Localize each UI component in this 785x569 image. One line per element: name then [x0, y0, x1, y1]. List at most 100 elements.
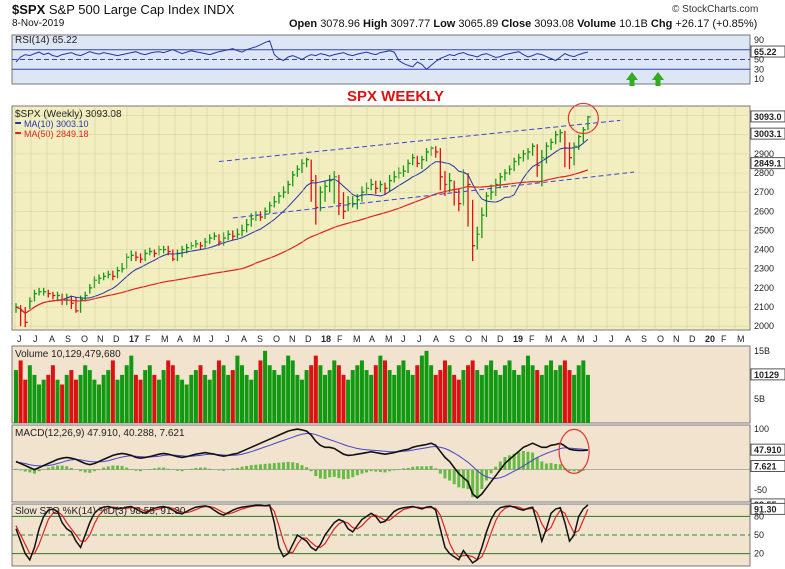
price-tick-label: 2000 [754, 321, 774, 331]
rsi-tick-label: 10 [754, 74, 764, 84]
sto-tick-label: 20 [754, 549, 764, 559]
sto-last-value-box [750, 502, 785, 515]
volume-bar [156, 379, 161, 423]
macd-histogram-bar [222, 469, 226, 471]
price-tick-label: 3003.1 [754, 129, 782, 139]
chart-title: $SPX S&P 500 Large Cap Index INDX [12, 2, 234, 17]
macd-histogram-bar [328, 469, 332, 478]
volume-bar [581, 360, 586, 423]
x-tick-label: O [81, 334, 88, 344]
volume-bar [475, 370, 480, 423]
volume-bar [332, 360, 337, 423]
macd-histogram-bar [411, 466, 415, 470]
volume-bar [373, 365, 378, 423]
volume-bar [244, 374, 249, 423]
volume-bar [415, 365, 420, 423]
volume-bar [258, 360, 263, 423]
x-tick-label: M [577, 334, 585, 344]
ma10-line [15, 138, 589, 315]
x-tick-label: J [225, 334, 230, 344]
close-value: 3093.08 [534, 18, 575, 30]
macd-histogram-bar [199, 467, 202, 470]
price-tick-label: 2400 [754, 245, 774, 255]
volume-bar [452, 374, 457, 423]
volume-bar [585, 374, 590, 423]
macd-histogram-bar [531, 452, 535, 470]
sto-tick-label: 50 [754, 530, 764, 540]
macd-histogram-bar [152, 468, 156, 470]
macd-histogram-bar [102, 467, 106, 470]
macd-histogram-bar [19, 469, 23, 471]
channel-trendline-lower [232, 171, 635, 219]
volume-bar [129, 355, 134, 423]
open-label: Open [289, 18, 318, 30]
x-tick-label: J [417, 334, 422, 344]
volume-bar [73, 379, 78, 423]
volume-bar [78, 374, 83, 423]
macd-histogram-bar [388, 469, 392, 472]
x-tick-label: S [65, 334, 71, 344]
x-tick-label: A [177, 334, 183, 344]
x-tick-label: S [641, 334, 647, 344]
volume-bar [212, 370, 217, 423]
volume-bar [226, 374, 231, 423]
macd-histogram-bar [360, 469, 364, 474]
volume-bar [512, 370, 517, 423]
macd-histogram-bar [305, 467, 309, 470]
price-tick-label: 3093.0 [754, 112, 782, 122]
x-tick-label: F [145, 334, 151, 344]
volume-bar [276, 374, 281, 423]
x-tick-label: N [97, 334, 104, 344]
volume-bar [133, 374, 138, 423]
macd-histogram-bar [272, 463, 276, 470]
volume-bar [461, 370, 466, 423]
macd-histogram-bar [300, 465, 304, 470]
macd-histogram-bar [337, 469, 341, 479]
volume-bar [346, 379, 351, 423]
macd-histogram-bar [120, 465, 124, 470]
macd-histogram-bar [351, 469, 355, 478]
volume-bar [37, 384, 42, 423]
volume-bar [166, 360, 171, 423]
price-last-value-box [750, 127, 785, 140]
volume-bar [327, 370, 332, 423]
macd-histogram-bar [457, 469, 461, 488]
x-tick-label: J [609, 334, 614, 344]
macd-histogram-bar [369, 469, 373, 472]
x-tick-label: F [529, 334, 535, 344]
x-tick-label: A [241, 334, 247, 344]
volume-bar [69, 370, 74, 423]
chg-value: +26.17 (+0.85%) [675, 18, 758, 30]
volume-bar [120, 374, 125, 423]
macd-histogram-bar [415, 466, 419, 470]
macd-histogram-bar [194, 467, 198, 470]
macd-histogram-bar [378, 469, 382, 473]
sto-k-line [15, 504, 589, 564]
x-tick-label: 17 [129, 334, 139, 344]
volume-bar [567, 370, 572, 423]
macd-histogram-bar [282, 462, 286, 470]
volume-bar [410, 374, 415, 423]
volume-bar [193, 370, 198, 423]
x-tick-label: 18 [321, 334, 331, 344]
volume-bar [355, 365, 360, 423]
ma-legend-label: MA(10) 3003.10 [24, 119, 89, 129]
macd-histogram-bar [115, 465, 119, 470]
volume-bar [267, 365, 272, 423]
macd-histogram-bar [263, 463, 267, 470]
macd-histogram-bar [392, 469, 396, 471]
volume-bar [50, 365, 55, 423]
macd-histogram-bar [180, 469, 184, 472]
volume-bar [138, 379, 143, 423]
rsi-tick-label: 90 [754, 35, 764, 45]
macd-histogram-bar [434, 468, 438, 470]
x-tick-label: D [113, 334, 120, 344]
macd-tick-label: -50 [754, 485, 767, 495]
macd-histogram-bar [420, 466, 424, 470]
macd-histogram-bar [92, 469, 96, 472]
macd-histogram-bar [139, 469, 143, 472]
high-value: 3097.77 [390, 18, 431, 30]
macd-histogram-bar [28, 469, 32, 473]
volume-bar [46, 374, 51, 423]
volume-bar [383, 360, 387, 423]
